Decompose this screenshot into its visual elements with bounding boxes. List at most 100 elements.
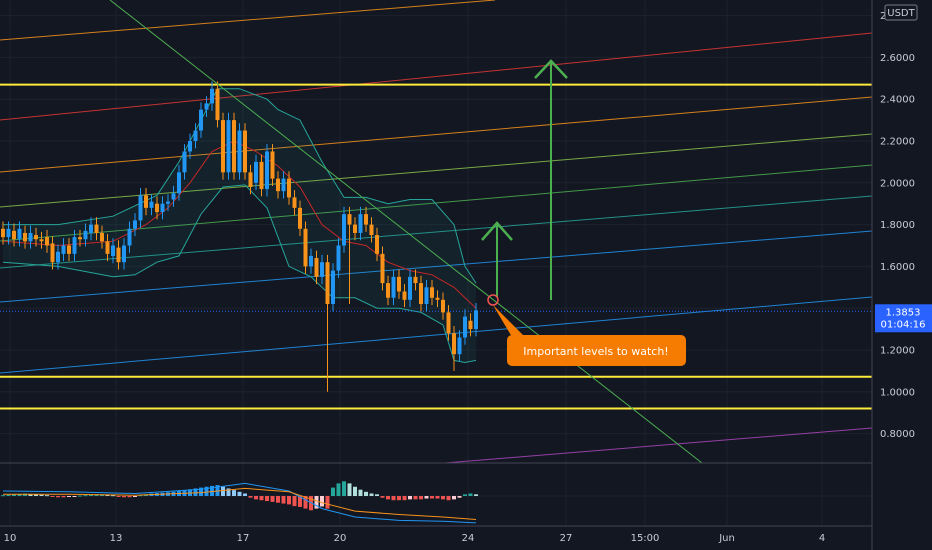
- bollinger-fill: [3, 88, 476, 363]
- candle-body: [287, 178, 291, 198]
- macd-histogram-bar: [391, 496, 396, 501]
- target-arrows: [481, 59, 568, 300]
- candle-body: [100, 232, 104, 242]
- price-axis-panel[interactable]: [872, 0, 932, 550]
- macd-histogram-bar: [287, 496, 291, 505]
- candle-body: [386, 283, 390, 298]
- candle-body: [17, 228, 22, 240]
- candle-body: [160, 203, 165, 213]
- price-tick-label: 1.2000: [880, 346, 915, 357]
- candle-body: [259, 161, 264, 190]
- macd-histogram-bar: [430, 496, 434, 499]
- fib-line: [0, 32, 873, 121]
- macd-histogram-bar: [369, 493, 374, 496]
- candle-body: [45, 237, 49, 246]
- annotation-callout[interactable]: Important levels to watch!: [487, 294, 686, 366]
- macd-histogram-bar: [127, 496, 132, 498]
- candle-body: [171, 193, 176, 200]
- candle-body: [281, 178, 286, 192]
- macd-histogram-bar: [72, 496, 77, 497]
- macd-histogram-bar: [380, 496, 385, 498]
- candle-body: [457, 337, 462, 355]
- date-tick-label: 17: [237, 533, 250, 544]
- current-price-value: 1.3853: [886, 307, 921, 318]
- macd-histogram-bar: [111, 495, 115, 497]
- callout-box: [507, 335, 686, 366]
- candle-body: [276, 178, 280, 192]
- macd-histogram-bar: [347, 483, 352, 496]
- fib-line: [0, 0, 496, 41]
- candle-body: [358, 214, 363, 233]
- candle-body: [193, 130, 198, 141]
- macd-histogram-bar: [325, 496, 330, 509]
- candle-body: [127, 228, 132, 246]
- macd-histogram-bar: [199, 487, 203, 496]
- trendline: [109, 0, 703, 464]
- candle-body: [133, 220, 137, 229]
- candle-body: [369, 224, 374, 236]
- candle-body: [28, 232, 33, 242]
- candle-body: [39, 239, 44, 242]
- macd-histogram-bar: [226, 488, 231, 496]
- price-tick-label: 2.2000: [880, 137, 915, 148]
- candle-body: [166, 201, 170, 204]
- candle-body: [78, 237, 82, 240]
- candle-body: [221, 120, 225, 173]
- bollinger-lower-line: [2, 184, 477, 364]
- candle-body: [182, 151, 187, 173]
- candle-body: [50, 243, 55, 263]
- candle-body: [12, 230, 16, 240]
- macd-histogram-bar: [6, 494, 11, 496]
- macd-histogram-bar: [314, 496, 319, 509]
- candle-body: [402, 291, 407, 300]
- fib-line: [0, 195, 873, 269]
- candle-body: [23, 232, 27, 242]
- macd-histogram-bar: [12, 494, 16, 496]
- macd-histogram-bar: [353, 486, 357, 496]
- fib-line: [0, 230, 873, 303]
- price-tick-label: 2.6000: [880, 53, 915, 64]
- macd-histogram-bar: [424, 496, 429, 499]
- bollinger-upper-line: [3, 88, 477, 284]
- date-tick-label: 10: [4, 533, 17, 544]
- arrow-head-long: [534, 59, 568, 79]
- currency-label: USDT: [887, 8, 915, 19]
- macd-histogram-bar: [386, 496, 390, 500]
- candle-body: [210, 88, 214, 104]
- candle-body: [248, 172, 253, 187]
- candle-body: [226, 120, 231, 173]
- macd-histogram-bar: [243, 493, 247, 496]
- date-tick-label: 27: [560, 533, 573, 544]
- macd-histogram-bar: [265, 496, 269, 502]
- candle-body: [298, 207, 302, 229]
- candle-body: [67, 245, 71, 254]
- macd-histogram-bar: [45, 495, 49, 497]
- candle-body: [314, 258, 319, 277]
- candle-body: [177, 172, 181, 194]
- candle-body: [347, 214, 352, 225]
- macd-histogram-bar: [452, 496, 456, 500]
- candle-body: [61, 245, 66, 254]
- price-tick-label: 1.0000: [880, 387, 915, 398]
- candle-body: [292, 197, 297, 208]
- candle-body: [380, 253, 385, 284]
- fib-line: [0, 164, 873, 242]
- date-tick-label: 4: [819, 533, 825, 544]
- candle-body: [435, 297, 440, 300]
- candle-body: [391, 276, 396, 298]
- candle-body: [364, 214, 368, 225]
- currency-badge[interactable]: [884, 4, 918, 21]
- fib-line: [0, 296, 873, 374]
- macd-line: [2, 482, 477, 524]
- candle-body: [1, 228, 5, 238]
- macd-histogram-bar: [204, 486, 209, 496]
- candle-body: [325, 262, 330, 305]
- macd-histogram-bar: [78, 495, 82, 497]
- date-tick-label: 24: [462, 533, 475, 544]
- candle-body: [199, 109, 203, 131]
- macd-histogram-bar: [39, 494, 44, 496]
- candle-body: [452, 333, 456, 355]
- macd-histogram-bar: [358, 489, 363, 496]
